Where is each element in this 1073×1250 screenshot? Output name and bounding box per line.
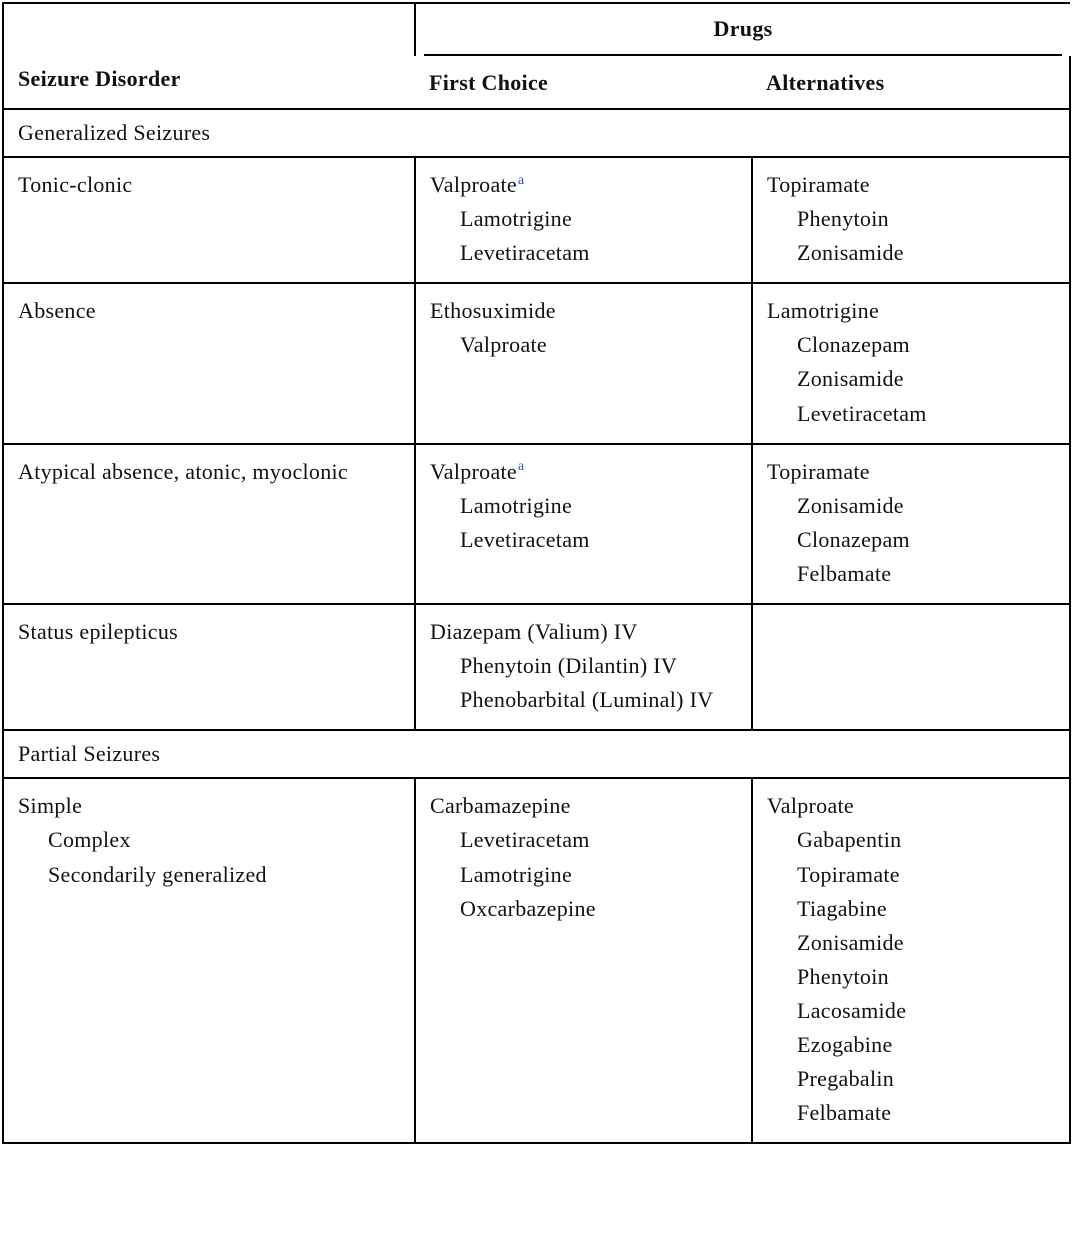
drug-sub: Levetiracetam <box>767 397 1055 431</box>
disorder-cell: Tonic-clonic <box>3 157 415 283</box>
header-blank-cell <box>3 3 415 56</box>
drug-sub: Clonazepam <box>767 328 1055 362</box>
drug-sub: Pregabalin <box>767 1062 1055 1096</box>
table-row: Simple Complex Secondarily generalized C… <box>3 778 1070 1143</box>
drug-sub: Oxcarbazepine <box>430 892 737 926</box>
first-choice-cell: Diazepam (Valium) IV Phenytoin (Dilantin… <box>415 604 752 730</box>
disorder-sublabel: Secondarily generalized <box>18 858 400 892</box>
first-choice-cell: Carbamazepine Levetiracetam Lamotrigine … <box>415 778 752 1143</box>
disorder-label: Atypical absence, atonic, myoclonic <box>18 455 400 489</box>
header-drugs-group: Drugs <box>415 3 1070 56</box>
section-title-generalized: Generalized Seizures <box>3 109 1070 157</box>
drug-sub: Lacosamide <box>767 994 1055 1028</box>
drug-sub: Phenobarbital (Luminal) IV <box>430 683 737 717</box>
header-row-1: Drugs <box>3 3 1070 56</box>
drug-sub: Zonisamide <box>767 236 1055 270</box>
drug-sub: Phenytoin <box>767 960 1055 994</box>
drug-sub: Levetiracetam <box>430 236 737 270</box>
header-seizure-disorder: Seizure Disorder <box>3 56 415 109</box>
section-row-generalized: Generalized Seizures <box>3 109 1070 157</box>
drug-sub: Lamotrigine <box>430 489 737 523</box>
drug-sub: Levetiracetam <box>430 823 737 857</box>
drug-sub: Tiagabine <box>767 892 1055 926</box>
drug-primary-text: Valproate <box>430 459 517 484</box>
header-first-choice: First Choice <box>415 56 752 109</box>
header-drugs-label: Drugs <box>714 16 773 41</box>
footnote-marker: a <box>518 172 524 187</box>
alternatives-cell: Topiramate Zonisamide Clonazepam Felbama… <box>752 444 1070 604</box>
disorder-label: Simple <box>18 789 400 823</box>
alternatives-cell: Topiramate Phenytoin Zonisamide <box>752 157 1070 283</box>
drug-sub: Phenytoin <box>767 202 1055 236</box>
drug-sub: Levetiracetam <box>430 523 737 557</box>
drug-primary: Topiramate <box>767 168 1055 202</box>
disorder-cell: Status epilepticus <box>3 604 415 730</box>
disorder-cell: Simple Complex Secondarily generalized <box>3 778 415 1143</box>
drug-sub: Lamotrigine <box>430 858 737 892</box>
disorder-cell: Atypical absence, atonic, myoclonic <box>3 444 415 604</box>
drug-primary: Ethosuximide <box>430 294 737 328</box>
drug-sub: Zonisamide <box>767 362 1055 396</box>
header-alternatives: Alternatives <box>752 56 1070 109</box>
drug-sub: Valproate <box>430 328 737 362</box>
drug-primary: Valproate <box>767 789 1055 823</box>
alternatives-cell: Lamotrigine Clonazepam Zonisamide Leveti… <box>752 283 1070 443</box>
disorder-label: Absence <box>18 294 400 328</box>
drug-primary: Diazepam (Valium) IV <box>430 615 737 649</box>
drug-sub: Phenytoin (Dilantin) IV <box>430 649 737 683</box>
disorder-label: Tonic-clonic <box>18 168 400 202</box>
drug-sub: Clonazepam <box>767 523 1055 557</box>
header-row-2: Seizure Disorder First Choice Alternativ… <box>3 56 1070 109</box>
alternatives-cell <box>752 604 1070 730</box>
drug-primary: Lamotrigine <box>767 294 1055 328</box>
first-choice-cell: Ethosuximide Valproate <box>415 283 752 443</box>
table-row: Status epilepticus Diazepam (Valium) IV … <box>3 604 1070 730</box>
disorder-sublabel: Complex <box>18 823 400 857</box>
first-choice-cell: Valproatea Lamotrigine Levetiracetam <box>415 157 752 283</box>
drug-sub: Felbamate <box>767 1096 1055 1130</box>
drug-sub: Felbamate <box>767 557 1055 591</box>
alternatives-cell: Valproate Gabapentin Topiramate Tiagabin… <box>752 778 1070 1143</box>
drug-sub: Gabapentin <box>767 823 1055 857</box>
drug-sub: Topiramate <box>767 858 1055 892</box>
drug-primary: Topiramate <box>767 455 1055 489</box>
drug-primary: Valproatea <box>430 168 737 202</box>
drug-sub: Ezogabine <box>767 1028 1055 1062</box>
table-row: Absence Ethosuximide Valproate Lamotrigi… <box>3 283 1070 443</box>
drug-sub: Lamotrigine <box>430 202 737 236</box>
drug-primary: Carbamazepine <box>430 789 737 823</box>
section-row-partial: Partial Seizures <box>3 730 1070 778</box>
footnote-marker: a <box>518 458 524 473</box>
disorder-cell: Absence <box>3 283 415 443</box>
first-choice-cell: Valproatea Lamotrigine Levetiracetam <box>415 444 752 604</box>
drug-sub: Zonisamide <box>767 489 1055 523</box>
drug-sub: Zonisamide <box>767 926 1055 960</box>
table-row: Atypical absence, atonic, myoclonic Valp… <box>3 444 1070 604</box>
drug-primary: Valproatea <box>430 455 737 489</box>
disorder-label: Status epilepticus <box>18 615 400 649</box>
drug-primary-text: Valproate <box>430 172 517 197</box>
seizure-drugs-table: Drugs Seizure Disorder First Choice Alte… <box>2 2 1071 1144</box>
section-title-partial: Partial Seizures <box>3 730 1070 778</box>
table-row: Tonic-clonic Valproatea Lamotrigine Leve… <box>3 157 1070 283</box>
